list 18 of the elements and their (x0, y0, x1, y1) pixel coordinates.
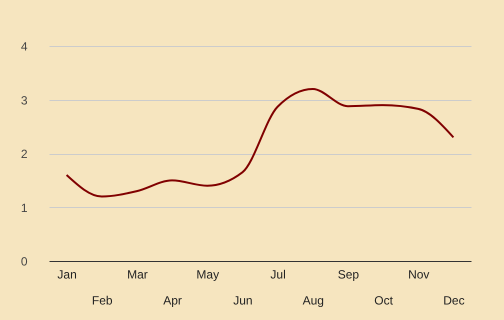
x-tick-label: Jan (57, 268, 77, 282)
x-tick-label: Dec (443, 294, 465, 308)
x-tick-label: Feb (92, 294, 113, 308)
y-tick-label: 3 (20, 93, 28, 108)
x-tick-label: Nov (408, 268, 430, 282)
x-tick-label: Jul (270, 268, 286, 282)
y-tick-label: 4 (20, 40, 28, 54)
x-tick-label: Mar (127, 268, 148, 282)
y-tick-label: 2 (20, 147, 28, 161)
x-tick-label: Jun (233, 294, 253, 308)
x-tick-label: Sep (338, 268, 360, 282)
y-tick-label: 1 (20, 200, 28, 215)
x-tick-label: Apr (163, 294, 182, 308)
x-tick-label: Aug (302, 294, 324, 308)
line-series (66, 88, 454, 198)
x-tick-label: May (196, 268, 220, 282)
x-tick-label: Oct (374, 294, 394, 308)
y-tick-label: 0 (20, 254, 28, 268)
